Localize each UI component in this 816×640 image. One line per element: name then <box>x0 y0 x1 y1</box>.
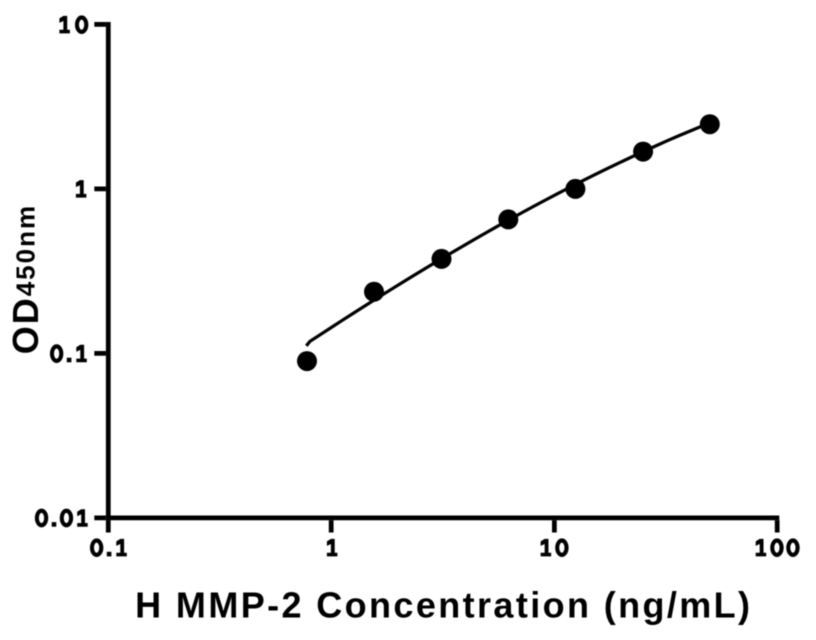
svg-text:OD450nm: OD450nm <box>5 204 46 354</box>
svg-text:H MMP-2 Concentration (ng/mL): H MMP-2 Concentration (ng/mL) <box>135 585 752 626</box>
